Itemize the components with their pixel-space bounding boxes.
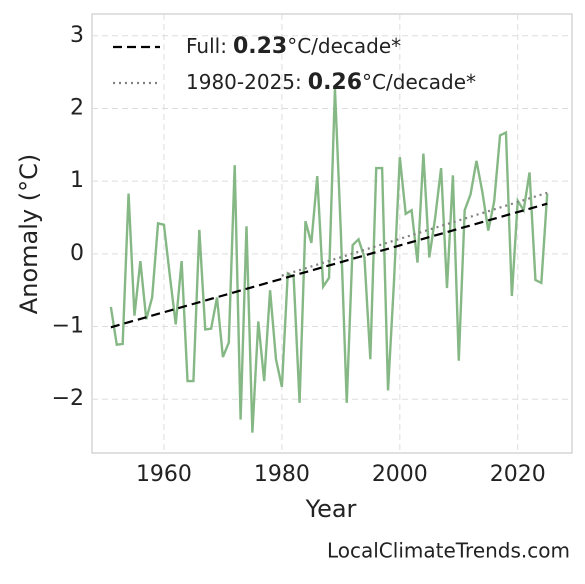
legend-label: 1980-2025: 0.26°C/decade*	[186, 70, 476, 96]
x-tick-label: 2000	[372, 462, 428, 487]
y-tick-label: 0	[70, 241, 84, 266]
y-axis-label: Anomaly (°C)	[15, 154, 43, 314]
x-tick-label: 1980	[254, 462, 310, 487]
plot-frame	[91, 13, 573, 454]
x-tick-label: 1960	[136, 462, 192, 487]
x-tick-label: 2020	[490, 462, 546, 487]
x-axis-label: Year	[305, 495, 357, 523]
y-tick-label: 3	[70, 23, 84, 48]
legend-rate: 0.26	[308, 70, 362, 95]
series-line	[110, 202, 548, 329]
y-tick-label: −1	[52, 314, 84, 339]
series-line	[281, 191, 548, 277]
legend-rate-unit: °C/decade*	[287, 34, 401, 58]
source-label: LocalClimateTrends.com	[327, 539, 570, 563]
y-tick-label: 2	[70, 95, 84, 120]
legend-name: 1980-2025:	[186, 70, 302, 94]
legend-rate: 0.23	[233, 34, 287, 59]
legend-label: Full: 0.23°C/decade*	[186, 34, 401, 60]
y-tick-label: 1	[70, 168, 84, 193]
legend-name: Full:	[186, 34, 227, 58]
legend-rate-unit: °C/decade*	[362, 70, 476, 94]
y-tick-label: −2	[52, 386, 84, 411]
series-line	[109, 88, 549, 433]
